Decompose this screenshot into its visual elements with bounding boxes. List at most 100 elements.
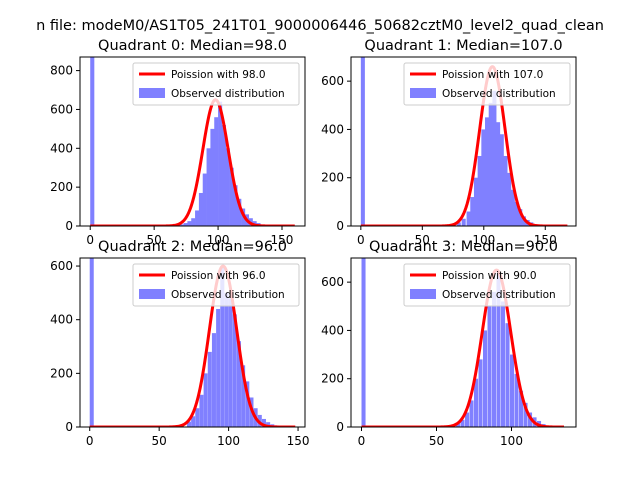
histogram-bar bbox=[216, 308, 221, 427]
histogram-bar bbox=[483, 330, 488, 427]
histogram-bar bbox=[503, 155, 508, 226]
histogram-bar bbox=[207, 351, 212, 427]
histogram-bar bbox=[360, 57, 365, 226]
histogram-bar bbox=[236, 341, 241, 427]
histogram-bar bbox=[456, 423, 461, 427]
x-tick-label: 0 bbox=[358, 434, 366, 448]
x-tick-label: 0 bbox=[357, 233, 365, 247]
histogram-bar bbox=[488, 102, 493, 226]
histogram-bar bbox=[499, 134, 504, 226]
histogram-bar bbox=[478, 359, 483, 427]
y-tick-label: 0 bbox=[336, 219, 344, 233]
histogram-bar bbox=[203, 373, 208, 427]
poisson-curve bbox=[88, 264, 297, 427]
histogram-bar bbox=[266, 422, 271, 427]
histogram-bar bbox=[229, 167, 234, 226]
histogram-bar bbox=[492, 291, 497, 427]
histogram-bar bbox=[514, 373, 519, 427]
legend-observed-label: Observed distribution bbox=[442, 289, 556, 301]
subplot-title: Quadrant 3: Median=90.0 bbox=[369, 239, 558, 255]
y-tick-label: 800 bbox=[50, 64, 73, 78]
histogram-bar bbox=[225, 148, 230, 226]
histogram-bar bbox=[465, 412, 470, 427]
histogram-bar bbox=[195, 408, 200, 427]
y-tick-label: 400 bbox=[321, 122, 344, 136]
poisson-curve bbox=[360, 268, 565, 427]
axes-frame bbox=[350, 56, 577, 227]
histogram-bar bbox=[233, 185, 238, 226]
histogram-bar bbox=[473, 177, 479, 226]
poisson-curve bbox=[89, 98, 296, 226]
histogram-bar bbox=[510, 354, 515, 427]
histogram-bar bbox=[514, 201, 519, 226]
histogram-bar bbox=[474, 378, 479, 427]
histogram-bar bbox=[460, 419, 465, 427]
histogram-bar bbox=[523, 402, 528, 427]
x-tick-label: 150 bbox=[534, 233, 557, 247]
x-tick-label: 0 bbox=[86, 434, 94, 448]
legend-observed-label: Observed distribution bbox=[171, 88, 285, 100]
y-tick-label: 200 bbox=[50, 366, 73, 380]
axes-frame bbox=[79, 56, 306, 227]
histogram-bar bbox=[90, 57, 95, 226]
x-tick-label: 0 bbox=[86, 233, 94, 247]
histogram-bar bbox=[510, 189, 515, 226]
subplot-title: Quadrant 2: Median=96.0 bbox=[98, 239, 287, 255]
legend-poisson-label: Poission with 98.0 bbox=[171, 69, 266, 81]
plot-area bbox=[360, 258, 565, 427]
legend-poisson-label: Poission with 90.0 bbox=[442, 270, 537, 282]
y-tick-label: 0 bbox=[65, 420, 73, 434]
histogram-bar bbox=[241, 365, 246, 427]
subplot-1: 0 50 100 150 0 200 400 600 Quadrant 1: Median=10… bbox=[321, 38, 577, 247]
legend-observed-swatch bbox=[410, 88, 436, 98]
histogram-bar bbox=[191, 416, 196, 427]
legend-observed-swatch bbox=[410, 289, 436, 299]
y-tick-label: 600 bbox=[50, 102, 73, 116]
x-tick-label: 150 bbox=[287, 434, 310, 448]
histogram-bar bbox=[469, 400, 474, 427]
histogram-bar bbox=[206, 148, 211, 226]
histogram-bar bbox=[228, 298, 233, 427]
histogram-bar bbox=[245, 381, 250, 427]
histogram-bar bbox=[211, 333, 216, 427]
subplot-0: 0 50 100 150 0 200 400 600 800 Quadrant 0: Median… bbox=[50, 38, 306, 247]
histogram-bar bbox=[361, 258, 366, 427]
histogram-bar bbox=[477, 155, 482, 226]
legend-box bbox=[132, 62, 300, 106]
histogram-bar bbox=[505, 323, 510, 427]
histogram-bar bbox=[237, 198, 242, 226]
x-tick-label: 50 bbox=[415, 233, 430, 247]
histogram-bar bbox=[198, 192, 203, 226]
histogram-bar bbox=[179, 224, 184, 226]
legend-observed-swatch bbox=[139, 289, 165, 299]
y-tick-label: 200 bbox=[321, 372, 344, 386]
histogram-bar bbox=[487, 306, 492, 427]
histogram-bar bbox=[261, 418, 266, 427]
histogram-bar bbox=[456, 222, 461, 226]
subplot-3: 0 50 100 0 200 400 600 Quadrant 3: Median=90.0 P… bbox=[321, 239, 577, 448]
legend-poisson-label: Poission with 107.0 bbox=[442, 69, 543, 81]
histogram-bar bbox=[220, 266, 225, 427]
subplot-2: 0 50 100 150 0 200 400 600 Quadrant 2: Median=96… bbox=[50, 239, 310, 448]
histogram-bar bbox=[202, 173, 207, 226]
axes-frame bbox=[350, 257, 577, 428]
y-tick-label: 400 bbox=[50, 313, 73, 327]
histogram-bar bbox=[183, 223, 188, 226]
histogram-bar bbox=[191, 218, 196, 226]
x-tick-label: 100 bbox=[217, 434, 240, 448]
histogram-bar bbox=[470, 197, 475, 226]
poisson-curve bbox=[359, 65, 569, 226]
histogram-bar bbox=[496, 272, 501, 427]
histogram-bar bbox=[507, 172, 512, 226]
histogram-bar bbox=[518, 209, 523, 226]
histogram-bar bbox=[218, 101, 223, 226]
histogram-bar bbox=[496, 122, 501, 226]
y-tick-label: 600 bbox=[321, 275, 344, 289]
subplot-title: Quadrant 1: Median=107.0 bbox=[364, 38, 562, 54]
legend-poisson-label: Poission with 96.0 bbox=[171, 270, 266, 282]
figure-suptitle: n file: modeM0/AS1T05_241T01_9000006446_… bbox=[36, 18, 604, 34]
axes-frame bbox=[79, 257, 306, 428]
legend-box bbox=[403, 62, 571, 106]
histogram-bar bbox=[461, 218, 466, 226]
